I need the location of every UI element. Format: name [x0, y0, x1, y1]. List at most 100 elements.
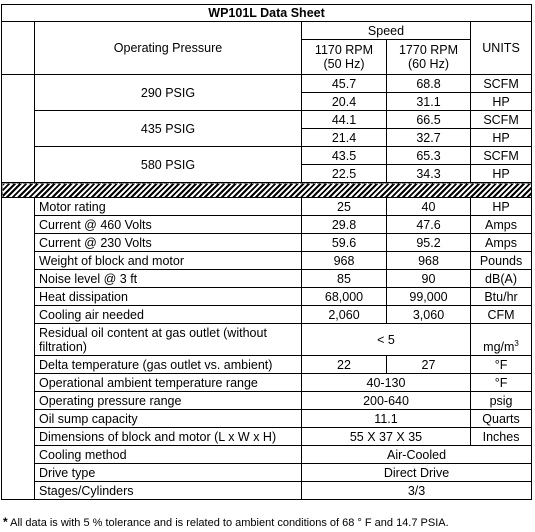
pressure-cell: 290 PSIG: [34, 74, 302, 111]
value-1770: 3,060: [386, 305, 471, 324]
unit-cell: Amps: [469, 215, 533, 234]
unit-cell: dB(A): [469, 269, 533, 288]
spec-label: Motor rating: [34, 197, 302, 216]
table-row: Noise level @ 3 ft 85 90 dB(A): [2, 269, 533, 288]
wide-value: Direct Drive: [300, 463, 533, 482]
table-row: Oil sump capacity 11.1 Quarts: [2, 409, 533, 428]
residual-label-line2: filtration): [39, 339, 87, 354]
spec-label: Current @ 460 Volts: [34, 215, 302, 234]
pressure-cell: 580 PSIG: [34, 146, 302, 183]
residual-value: < 5: [301, 323, 471, 356]
value-1170: 968: [301, 251, 387, 270]
data-sheet-table: WP101L Data Sheet Operating Pressure Spe…: [0, 4, 533, 500]
spec-label: Dimensions of block and motor (L x W x H…: [34, 427, 302, 446]
rpm-1170-header: 1170 RPM (50 Hz): [301, 39, 387, 75]
value-1170: 22: [301, 355, 387, 374]
spec-label: Cooling method: [34, 445, 302, 464]
spec-label: Delta temperature (gas outlet vs. ambien…: [34, 355, 302, 374]
table-row: Cooling air needed 2,060 3,060 CFM: [2, 305, 533, 324]
hatched-divider: [0, 182, 533, 198]
value-1770: 66.5: [386, 110, 471, 129]
table-row: 21.4 32.7 HP: [2, 128, 533, 147]
table-row: Current @ 230 Volts 59.6 95.2 Amps: [2, 233, 533, 252]
speed-header: Speed: [301, 21, 471, 40]
value-1170: 21.4: [301, 128, 387, 147]
value-1170: 2,060: [301, 305, 387, 324]
merged-value: 40-130: [301, 373, 471, 392]
value-1170: 45.7: [301, 74, 387, 93]
table-row: [0, 182, 533, 198]
table-row: Residual oil content at gas outlet (with…: [2, 323, 533, 356]
value-1770: 95.2: [386, 233, 471, 252]
spec-label: Noise level @ 3 ft: [34, 269, 302, 288]
value-1770: 27: [386, 355, 471, 374]
value-1770: 32.7: [386, 128, 471, 147]
unit-cell: °F: [469, 355, 533, 374]
unit-cell: Amps: [469, 233, 533, 252]
value-1770: 34.3: [386, 164, 471, 183]
spec-label-residual-oil: Residual oil content at gas outlet (with…: [34, 323, 302, 356]
value-1170: 44.1: [301, 110, 387, 129]
table-row: Current @ 460 Volts 29.8 47.6 Amps: [2, 215, 533, 234]
spec-label: Stages/Cylinders: [34, 481, 302, 500]
footnote: * All data is with 5 % tolerance and is …: [3, 515, 449, 529]
value-1770: 968: [386, 251, 471, 270]
value-1770: 68.8: [386, 74, 471, 93]
wide-value: Air-Cooled: [300, 445, 533, 464]
unit-cell: Inches: [469, 427, 533, 446]
value-1170: 22.5: [301, 164, 387, 183]
table-row: Heat dissipation 68,000 99,000 Btu/hr: [2, 287, 533, 306]
value-1170: 68,000: [301, 287, 387, 306]
unit-cell: HP: [469, 128, 533, 147]
value-1170: 25: [301, 197, 387, 216]
value-1770: 47.6: [386, 215, 471, 234]
operating-pressure-header: Operating Pressure: [34, 21, 302, 75]
table-row: Weight of block and motor 968 968 Pounds: [2, 251, 533, 270]
residual-unit: mg/m3: [469, 323, 533, 356]
table-row: Dimensions of block and motor (L x W x H…: [2, 427, 533, 446]
unit-cell: SCFM: [469, 146, 533, 165]
wide-value: 3/3: [300, 481, 533, 500]
spec-label: Oil sump capacity: [34, 409, 302, 428]
unit-cell: HP: [469, 92, 533, 111]
unit-cell: HP: [469, 164, 533, 183]
table-row: Operating pressure range 200-640 psig: [2, 391, 533, 410]
table-row: 435 PSIG 44.1 66.5 SCFM: [2, 110, 533, 147]
technical-specifications-section-label: Technical Specifications: [1, 197, 35, 500]
value-1770: 99,000: [386, 287, 471, 306]
unit-cell: CFM: [469, 305, 533, 324]
spec-label: Heat dissipation: [34, 287, 302, 306]
spec-label: Current @ 230 Volts: [34, 233, 302, 252]
value-1170: 59.6: [301, 233, 387, 252]
unit-cell: Pounds: [469, 251, 533, 270]
flow-power-section-label: Flow & Power: [1, 74, 35, 183]
residual-label-line1: Residual oil content at gas outlet (with…: [39, 325, 267, 340]
table-row: Technical SpecificationsMotor rating2540…: [1, 197, 533, 500]
table-row: Delta temperature (gas outlet vs. ambien…: [2, 355, 533, 374]
merged-value: 55 X 37 X 35: [301, 427, 471, 446]
value-1770: 65.3: [386, 146, 471, 165]
table-row: Drive type Direct Drive: [2, 463, 533, 482]
value-1170: 29.8: [301, 215, 387, 234]
value-1770: 31.1: [386, 92, 471, 111]
value-1770: 90: [386, 269, 471, 288]
table-row: Cooling method Air-Cooled: [2, 445, 533, 464]
unit-cell: SCFM: [469, 74, 533, 93]
unit-cell: HP: [469, 197, 533, 216]
value-1170: 43.5: [301, 146, 387, 165]
unit-cell: °F: [469, 373, 533, 392]
value-1770: 40: [386, 197, 471, 216]
pressure-cell: 435 PSIG: [34, 110, 302, 147]
value-1170: 85: [301, 269, 387, 288]
spec-label: Weight of block and motor: [34, 251, 302, 270]
merged-value: 200-640: [301, 391, 471, 410]
unit-cell: Btu/hr: [469, 287, 533, 306]
unit-cell: psig: [469, 391, 533, 410]
spec-label: Operating pressure range: [34, 391, 302, 410]
value-1170: 20.4: [301, 92, 387, 111]
spec-label: Cooling air needed: [34, 305, 302, 324]
rpm-1770-header: 1770 RPM (60 Hz): [386, 39, 471, 75]
corner-blank-cell: [1, 21, 35, 75]
unit-superscript: 3: [514, 338, 519, 348]
spec-label: Operational ambient temperature range: [34, 373, 302, 392]
